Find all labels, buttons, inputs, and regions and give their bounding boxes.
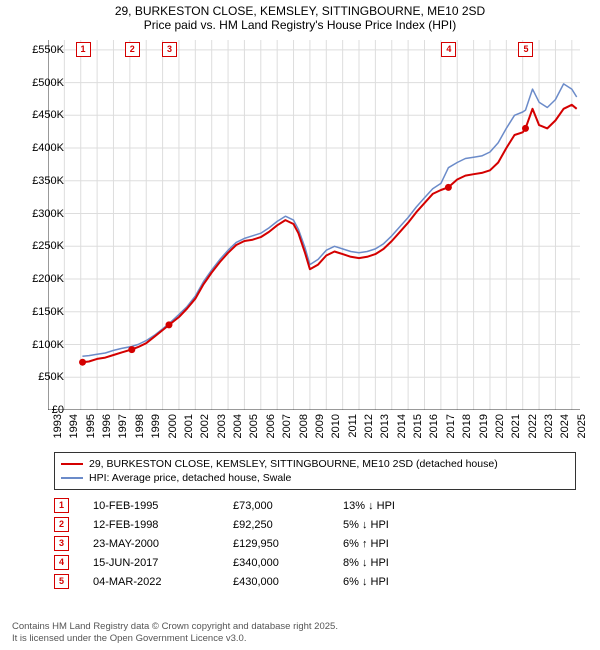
x-tick-label: 2018 (461, 414, 473, 438)
x-tick-label: 2014 (396, 414, 408, 438)
x-tick-label: 2006 (265, 414, 277, 438)
x-tick-label: 2022 (527, 414, 539, 438)
x-tick-label: 2000 (167, 414, 179, 438)
sale-marker-2: 2 (125, 42, 140, 57)
title-address: 29, BURKESTON CLOSE, KEMSLEY, SITTINGBOU… (0, 4, 600, 18)
row-pct: 13% ↓ HPI (343, 500, 463, 512)
row-pct: 6% ↑ HPI (343, 538, 463, 550)
legend-label: 29, BURKESTON CLOSE, KEMSLEY, SITTINGBOU… (89, 458, 498, 470)
legend: 29, BURKESTON CLOSE, KEMSLEY, SITTINGBOU… (54, 452, 576, 490)
row-date: 12-FEB-1998 (93, 519, 233, 531)
y-tick-label: £50K (4, 371, 64, 383)
row-date: 10-FEB-1995 (93, 500, 233, 512)
x-tick-label: 2008 (298, 414, 310, 438)
y-tick-label: £150K (4, 306, 64, 318)
row-marker: 4 (54, 555, 69, 570)
y-tick-label: £550K (4, 44, 64, 56)
row-date: 15-JUN-2017 (93, 557, 233, 569)
x-tick-label: 2025 (576, 414, 588, 438)
x-tick-label: 1998 (134, 414, 146, 438)
row-price: £92,250 (233, 519, 343, 531)
x-tick-label: 1995 (85, 414, 97, 438)
x-tick-label: 2004 (232, 414, 244, 438)
x-tick-label: 2013 (379, 414, 391, 438)
legend-swatch (61, 463, 83, 465)
x-tick-label: 1996 (101, 414, 113, 438)
row-marker: 3 (54, 536, 69, 551)
row-pct: 5% ↓ HPI (343, 519, 463, 531)
y-tick-label: £400K (4, 142, 64, 154)
x-tick-label: 1999 (150, 414, 162, 438)
y-tick-label: £350K (4, 175, 64, 187)
row-pct: 6% ↓ HPI (343, 576, 463, 588)
y-tick-label: £100K (4, 339, 64, 351)
table-row: 3 23-MAY-2000£129,9506% ↑ HPI (54, 534, 576, 553)
x-tick-label: 2003 (216, 414, 228, 438)
x-tick-label: 2015 (412, 414, 424, 438)
x-tick-label: 2023 (543, 414, 555, 438)
sales-table: 1 10-FEB-1995£73,00013% ↓ HPI 2 12-FEB-1998… (54, 496, 576, 591)
footer: Contains HM Land Registry data © Crown c… (12, 621, 338, 644)
row-price: £73,000 (233, 500, 343, 512)
legend-row: HPI: Average price, detached house, Swal… (61, 471, 569, 485)
row-marker: 2 (54, 517, 69, 532)
x-tick-label: 2019 (478, 414, 490, 438)
x-tick-label: 2007 (281, 414, 293, 438)
chart-area (48, 40, 580, 410)
sale-marker-3: 3 (162, 42, 177, 57)
x-tick-label: 1997 (117, 414, 129, 438)
x-tick-label: 1994 (68, 414, 80, 438)
chart-svg (48, 40, 580, 410)
title-block: 29, BURKESTON CLOSE, KEMSLEY, SITTINGBOU… (0, 0, 600, 33)
x-tick-label: 2016 (428, 414, 440, 438)
legend-swatch (61, 477, 83, 479)
title-subtitle: Price paid vs. HM Land Registry's House … (0, 18, 600, 32)
table-row: 4 15-JUN-2017£340,0008% ↓ HPI (54, 553, 576, 572)
footer-line2: It is licensed under the Open Government… (12, 633, 338, 644)
row-date: 23-MAY-2000 (93, 538, 233, 550)
row-marker: 5 (54, 574, 69, 589)
row-price: £129,950 (233, 538, 343, 550)
x-tick-label: 2024 (559, 414, 571, 438)
legend-row: 29, BURKESTON CLOSE, KEMSLEY, SITTINGBOU… (61, 457, 569, 471)
x-tick-label: 2020 (494, 414, 506, 438)
y-tick-label: £450K (4, 109, 64, 121)
sale-marker-4: 4 (441, 42, 456, 57)
row-price: £340,000 (233, 557, 343, 569)
row-date: 04-MAR-2022 (93, 576, 233, 588)
sale-marker-1: 1 (76, 42, 91, 57)
table-row: 2 12-FEB-1998£92,2505% ↓ HPI (54, 515, 576, 534)
footer-line1: Contains HM Land Registry data © Crown c… (12, 621, 338, 632)
row-pct: 8% ↓ HPI (343, 557, 463, 569)
legend-label: HPI: Average price, detached house, Swal… (89, 472, 291, 484)
table-row: 1 10-FEB-1995£73,00013% ↓ HPI (54, 496, 576, 515)
x-tick-label: 2002 (199, 414, 211, 438)
x-tick-label: 2011 (347, 414, 359, 438)
x-tick-label: 2009 (314, 414, 326, 438)
y-tick-label: £250K (4, 240, 64, 252)
table-row: 5 04-MAR-2022£430,0006% ↓ HPI (54, 572, 576, 591)
x-tick-label: 1993 (52, 414, 64, 438)
x-tick-label: 2017 (445, 414, 457, 438)
x-tick-label: 2001 (183, 414, 195, 438)
row-marker: 1 (54, 498, 69, 513)
page-container: 29, BURKESTON CLOSE, KEMSLEY, SITTINGBOU… (0, 0, 600, 650)
x-tick-label: 2012 (363, 414, 375, 438)
y-tick-label: £300K (4, 208, 64, 220)
x-tick-label: 2010 (330, 414, 342, 438)
row-price: £430,000 (233, 576, 343, 588)
x-tick-label: 2021 (510, 414, 522, 438)
y-tick-label: £200K (4, 273, 64, 285)
x-tick-label: 2005 (248, 414, 260, 438)
sale-marker-5: 5 (518, 42, 533, 57)
y-tick-label: £500K (4, 77, 64, 89)
